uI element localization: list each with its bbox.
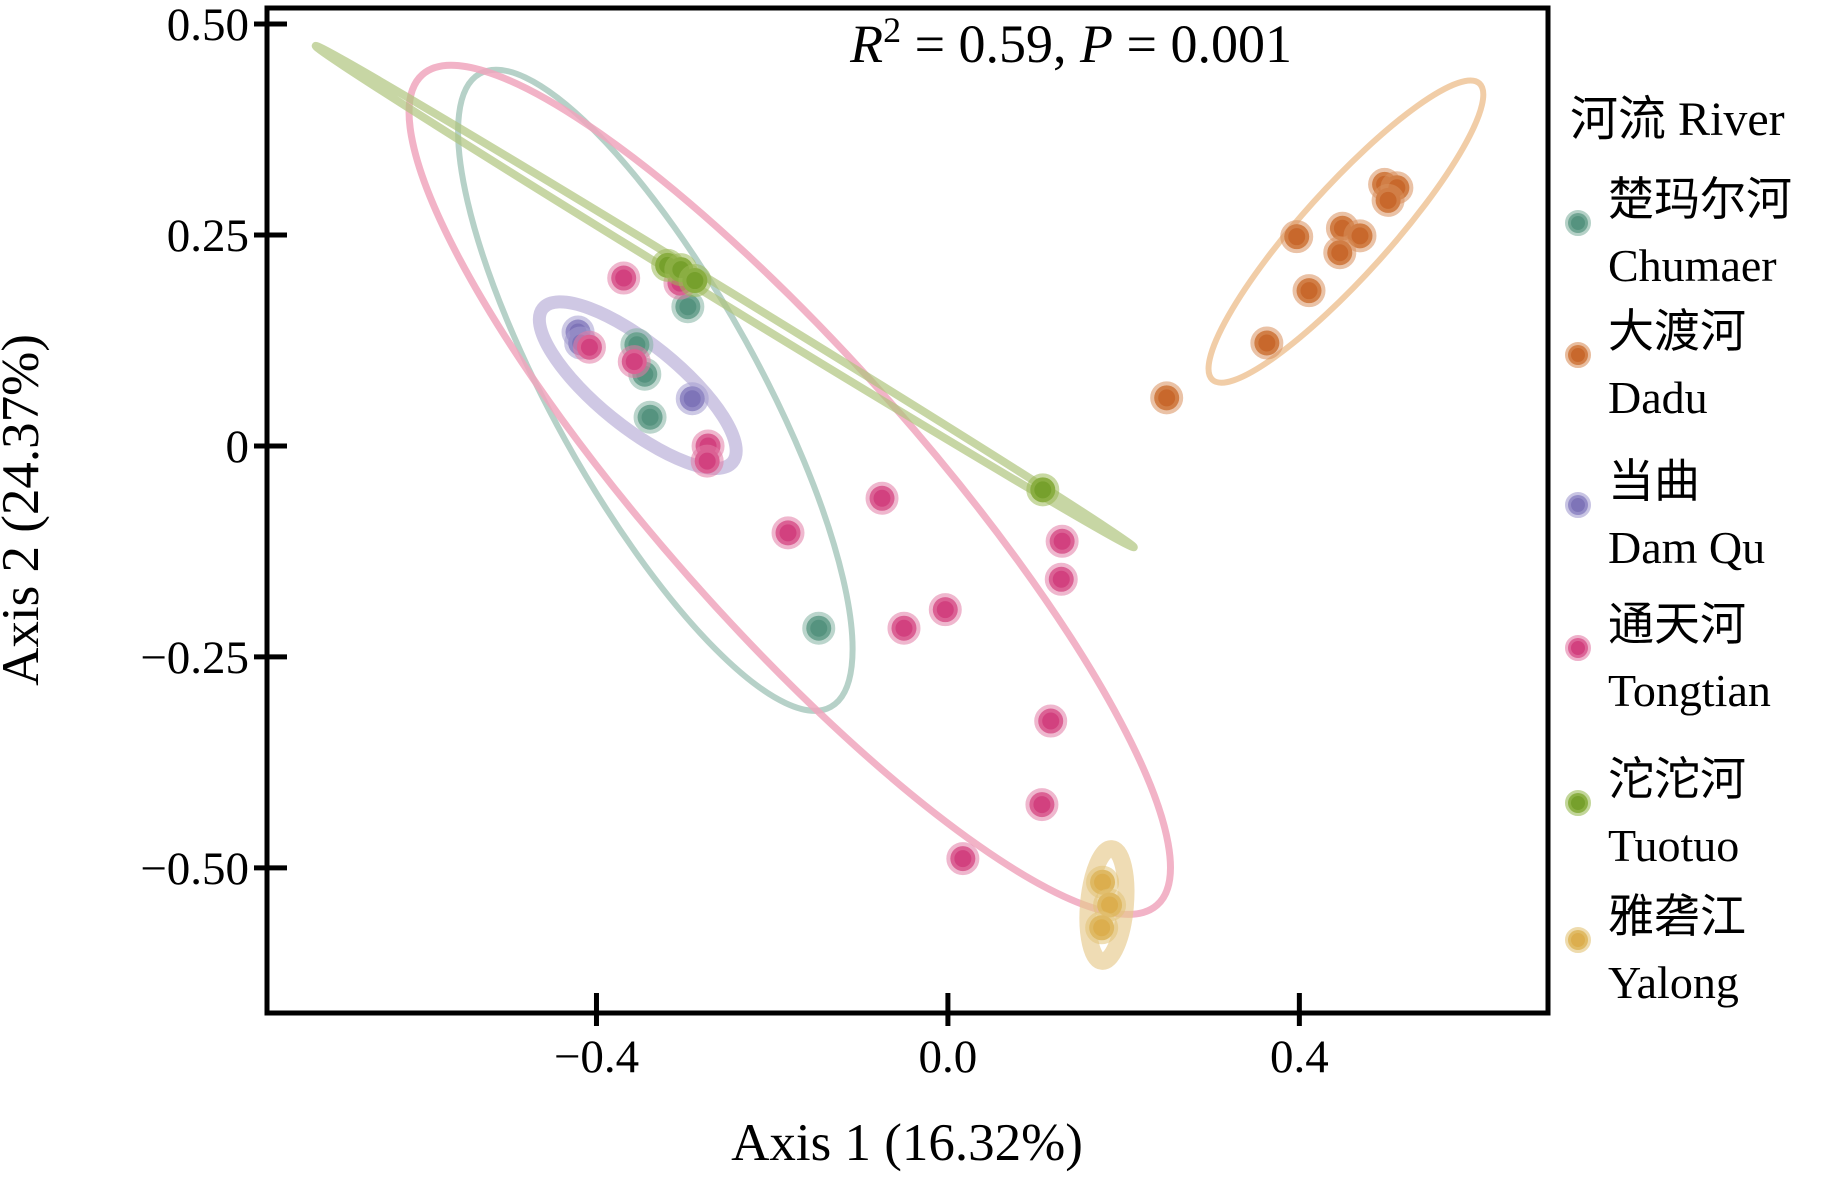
x-tick-label: 0.0 xyxy=(919,1031,978,1083)
legend-label-en-yalong: Yalong xyxy=(1608,957,1739,1008)
point-dadu xyxy=(1323,236,1357,270)
point-dam-qu xyxy=(675,382,709,416)
group-points xyxy=(561,167,1414,945)
group-ellipses xyxy=(311,41,1487,970)
x-axis-label: Axis 1 (16.32%) xyxy=(731,1114,1083,1172)
r-squared-annotation: R2 = 0.59, P = 0.001 xyxy=(849,10,1292,74)
r-value: = 0.59, xyxy=(901,14,1080,74)
legend-entries: 楚玛尔河 Chumaer 大渡河 Dadu 当曲 Dam Qu 通天河 Tongtian 沱沱河… xyxy=(1565,174,1792,1008)
point-tongtian xyxy=(887,611,921,645)
point-tuotuo xyxy=(678,264,712,298)
legend: 河流 River 楚玛尔河 Chumaer 大渡河 Dadu 当曲 Dam Qu 通天河 To… xyxy=(1565,93,1792,1008)
legend-label-en-dam-qu: Dam Qu xyxy=(1608,522,1765,573)
point-dadu xyxy=(1343,219,1377,253)
legend-label-en-tongtian: Tongtian xyxy=(1608,665,1771,716)
y-tick-label: 0.25 xyxy=(167,210,249,262)
ellipse-tuotuo xyxy=(311,41,1138,552)
x-tick-label: 0.4 xyxy=(1270,1031,1329,1083)
legend-label-cn-chumaer: 楚玛尔河 xyxy=(1608,174,1792,225)
ticks-layer: −0.4 0.0 0.4 0.50 0.25 0 −0.25 −0.50 xyxy=(140,0,1328,1083)
legend-marker-chumaer xyxy=(1565,210,1591,236)
y-tick-label: 0.50 xyxy=(167,0,249,51)
ellipse-chumaer xyxy=(455,66,856,714)
point-tongtian xyxy=(690,444,724,478)
legend-label-cn-dam-qu: 当曲 xyxy=(1608,456,1700,507)
y-tick-label: −0.25 xyxy=(140,632,249,684)
point-tuotuo xyxy=(1026,473,1060,507)
point-tongtian xyxy=(946,842,980,876)
point-tongtian xyxy=(1025,788,1059,822)
legend-marker-dadu xyxy=(1565,342,1591,368)
point-dadu xyxy=(1280,220,1314,254)
legend-title: 河流 River xyxy=(1570,93,1785,146)
point-tongtian xyxy=(617,345,651,379)
point-dadu xyxy=(1250,326,1284,360)
ellipse-dam-qu xyxy=(532,295,743,475)
point-tongtian xyxy=(865,481,899,515)
point-chumaer xyxy=(802,611,836,645)
point-tongtian xyxy=(1045,524,1079,558)
point-dadu xyxy=(1292,274,1326,308)
legend-label-cn-yalong: 雅砻江 xyxy=(1608,891,1746,942)
ellipse-dadu xyxy=(1205,77,1487,386)
legend-label-cn-tongtian: 通天河 xyxy=(1608,599,1746,650)
point-tongtian xyxy=(1034,704,1068,738)
point-yalong xyxy=(1085,911,1119,945)
r-superscript: 2 xyxy=(883,10,901,50)
legend-label-en-dadu: Dadu xyxy=(1608,372,1708,423)
point-dadu xyxy=(1150,381,1184,415)
legend-label-en-chumaer: Chumaer xyxy=(1608,240,1777,291)
point-tongtian xyxy=(928,593,962,627)
legend-marker-dam-qu xyxy=(1565,492,1591,518)
point-tongtian xyxy=(771,516,805,550)
legend-label-cn-tuotuo: 沱沱河 xyxy=(1608,754,1746,805)
legend-marker-tongtian xyxy=(1565,635,1591,661)
point-tongtian xyxy=(572,330,606,364)
y-tick-label: 0 xyxy=(226,421,250,473)
legend-marker-yalong xyxy=(1565,927,1591,953)
p-value: = 0.001 xyxy=(1113,14,1292,74)
point-tongtian xyxy=(607,261,641,295)
r-symbol: R xyxy=(849,14,883,74)
p-symbol: P xyxy=(1079,14,1113,74)
y-tick-label: −0.50 xyxy=(140,843,249,895)
point-dadu xyxy=(1371,183,1405,217)
legend-label-en-tuotuo: Tuotuo xyxy=(1608,820,1739,871)
legend-marker-tuotuo xyxy=(1565,790,1591,816)
x-tick-label: −0.4 xyxy=(554,1031,639,1083)
plot-border xyxy=(264,5,1551,1016)
point-tongtian xyxy=(1044,562,1078,596)
plot-layers xyxy=(311,41,1487,970)
y-axis-label: Axis 2 (24.37%) xyxy=(0,334,50,686)
point-chumaer xyxy=(633,400,667,434)
legend-label-cn-dadu: 大渡河 xyxy=(1608,306,1746,357)
